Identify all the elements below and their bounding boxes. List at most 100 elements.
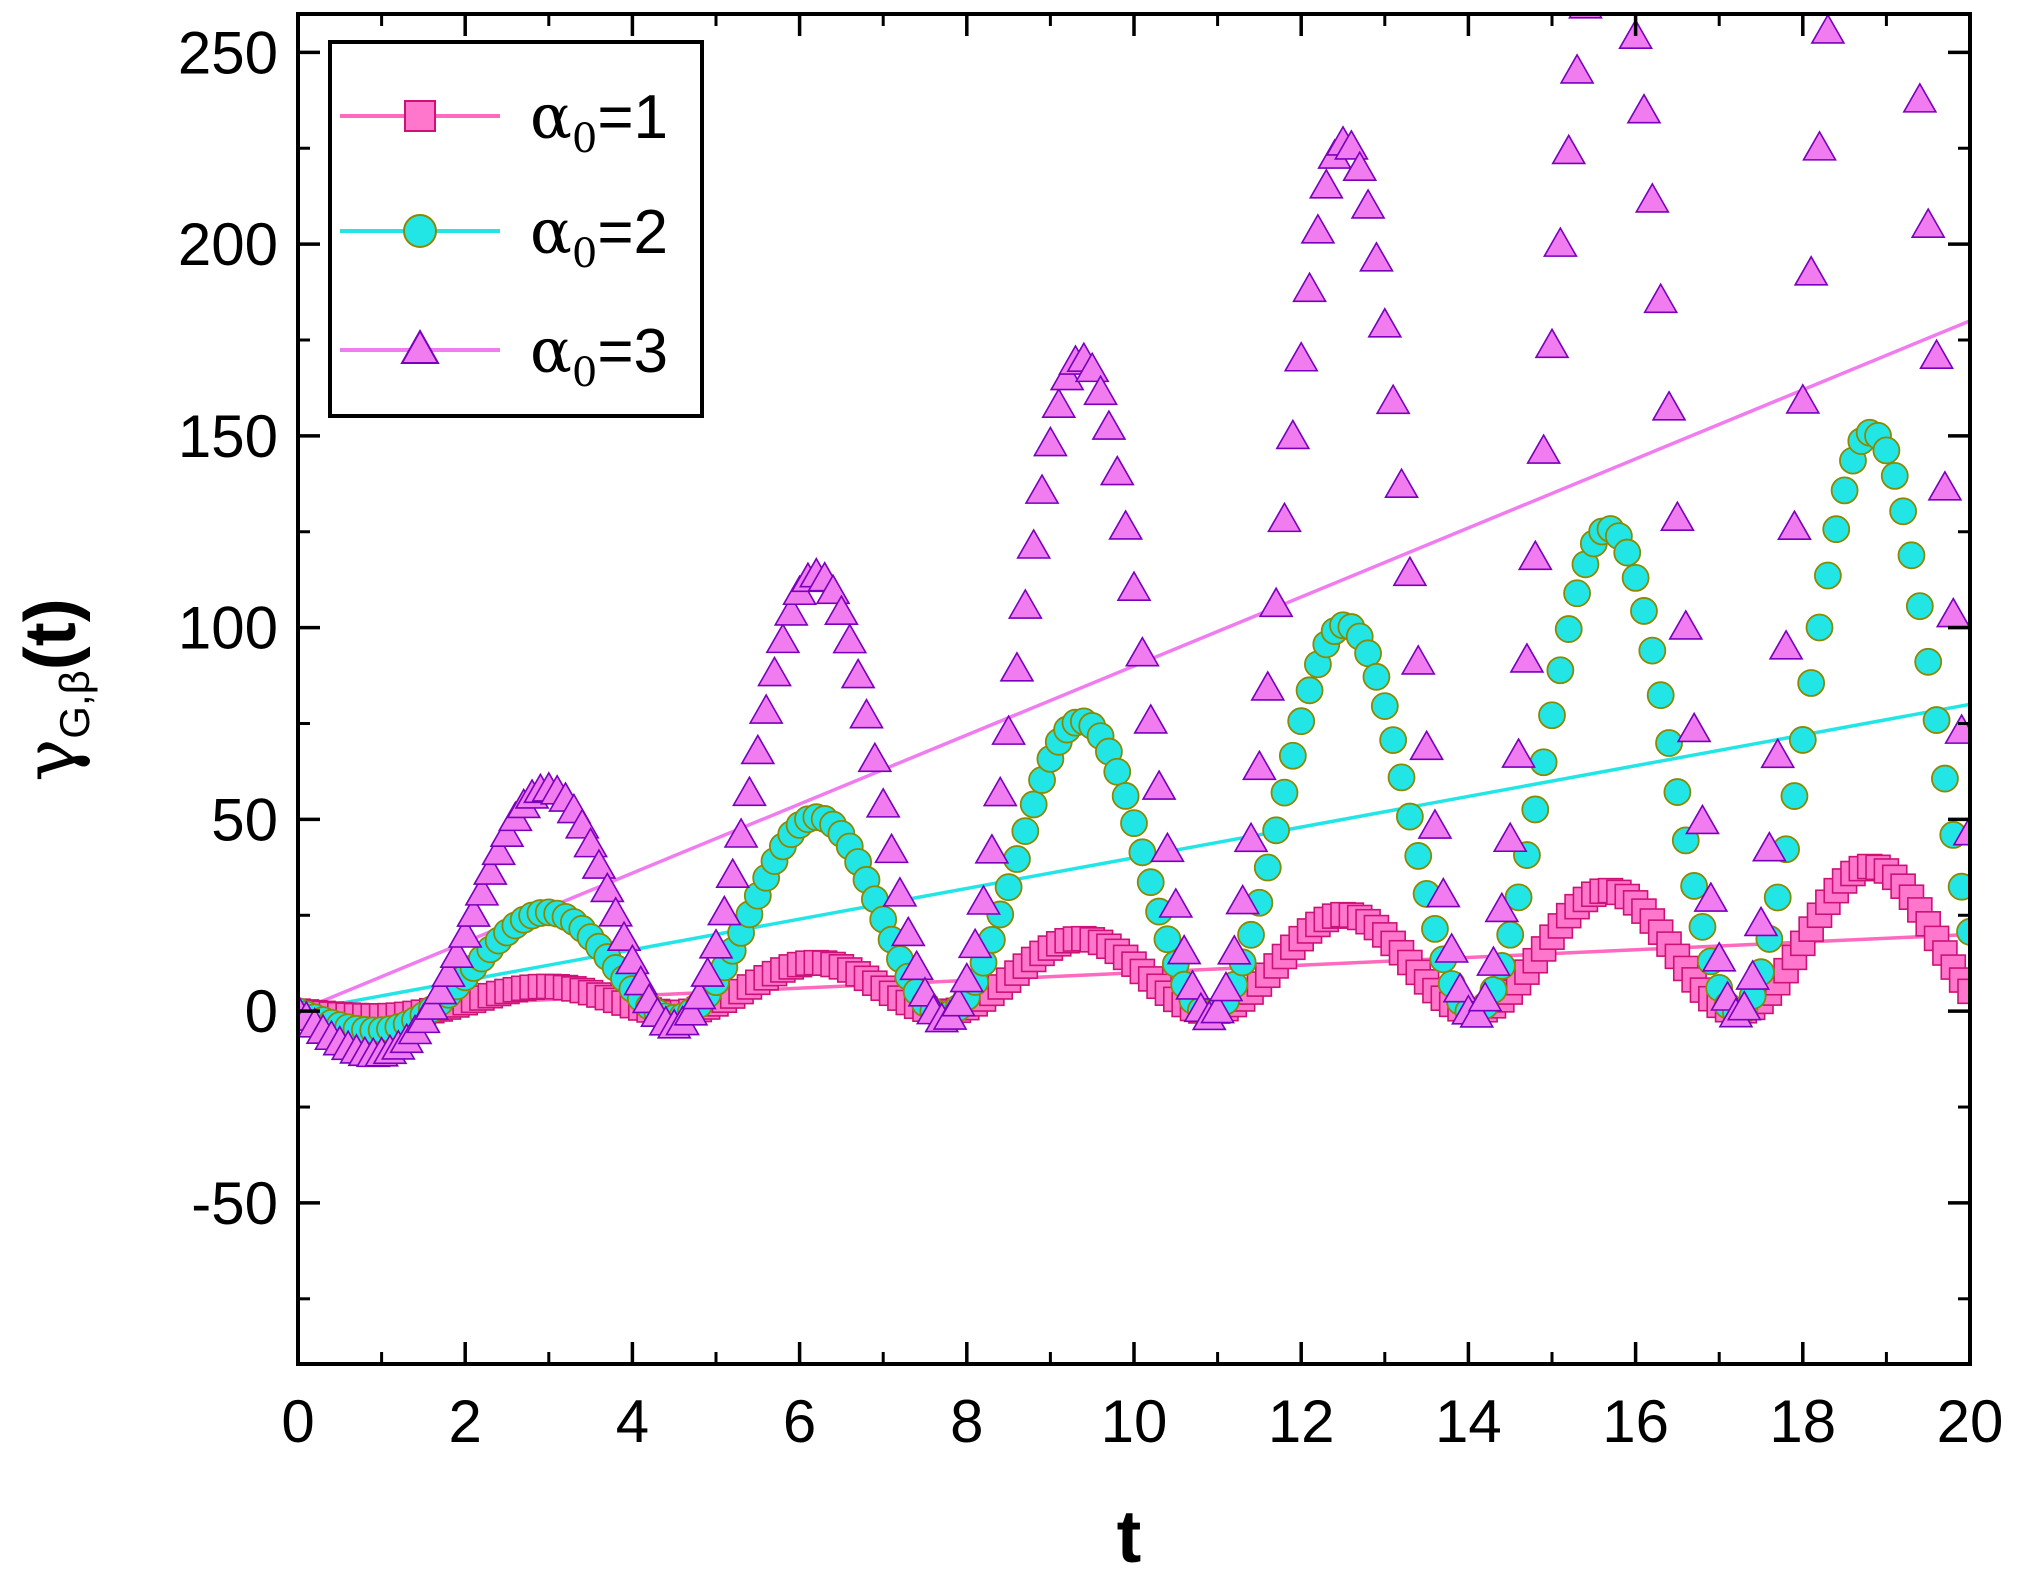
- data-point-triangle: [1501, 737, 1536, 768]
- data-point-triangle: [1660, 500, 1695, 532]
- data-point-circle: [1136, 868, 1165, 897]
- data-point-triangle: [464, 875, 500, 906]
- x-tick-label: 12: [1268, 1388, 1335, 1455]
- data-point-triangle: [1626, 93, 1662, 124]
- data-point-circle: [1128, 838, 1157, 867]
- data-point-triangle: [1777, 509, 1812, 540]
- data-point-triangle: [1701, 941, 1737, 972]
- data-point-circle: [1663, 778, 1692, 806]
- data-point-triangle: [824, 594, 859, 626]
- data-point-triangle: [447, 917, 483, 948]
- plot-area: [298, 14, 1970, 1068]
- data-point-triangle: [1634, 182, 1670, 213]
- data-point-circle: [1956, 917, 1970, 946]
- data-point-circle: [1931, 764, 1959, 793]
- legend-label-1: α0=1: [530, 80, 668, 162]
- data-point-triangle: [1141, 769, 1177, 800]
- data-point-triangle: [1760, 737, 1796, 769]
- data-point-circle: [1805, 613, 1834, 642]
- data-point-triangle: [681, 978, 717, 1010]
- data-point-triangle: [1492, 821, 1528, 853]
- y-tick-label: -50: [191, 1170, 278, 1237]
- data-point-triangle: [1024, 473, 1060, 504]
- legend: α0=1 α0=2 α0=3: [328, 40, 704, 418]
- data-point-circle: [1613, 538, 1642, 567]
- data-point-triangle: [1434, 932, 1470, 963]
- data-point-triangle: [1927, 470, 1963, 501]
- data-point-triangle: [673, 995, 709, 1026]
- data-point-triangle: [732, 775, 767, 807]
- data-point-triangle: [1116, 570, 1152, 601]
- data-point-triangle: [1935, 596, 1970, 628]
- data-point-circle: [1120, 809, 1148, 838]
- data-point-triangle: [1074, 351, 1110, 383]
- data-point-triangle: [1083, 374, 1118, 406]
- legend-label-3: α0=3: [530, 314, 668, 396]
- data-point-triangle: [1919, 338, 1954, 370]
- data-point-circle: [1788, 726, 1817, 754]
- data-point-triangle: [1166, 933, 1202, 965]
- data-point-circle: [1822, 515, 1851, 544]
- data-point-triangle: [1007, 588, 1043, 619]
- data-point-triangle: [1133, 703, 1169, 734]
- data-point-circle: [1538, 701, 1566, 730]
- data-point-circle: [1504, 883, 1533, 912]
- data-point-triangle: [1802, 130, 1837, 161]
- data-point-circle: [1153, 925, 1182, 954]
- data-point-triangle: [1551, 133, 1587, 165]
- y-axis-title: γG,β(t): [8, 598, 98, 781]
- data-point-circle: [1905, 592, 1934, 621]
- data-point-triangle: [1509, 642, 1545, 673]
- legend-item-3: α0=3: [340, 314, 668, 396]
- data-point-circle: [1262, 816, 1291, 845]
- x-tick-label: 6: [783, 1388, 816, 1455]
- data-point-triangle: [1768, 629, 1804, 660]
- data-point-triangle: [723, 817, 759, 848]
- legend-label-2: α0=2: [530, 195, 668, 277]
- x-tick-label: 4: [616, 1388, 649, 1455]
- data-point-triangle: [966, 884, 1001, 915]
- data-point-triangle: [832, 623, 868, 654]
- data-point-triangle: [1258, 586, 1294, 618]
- data-point-triangle: [1384, 467, 1419, 499]
- data-point-triangle: [581, 848, 617, 879]
- data-point-triangle: [1292, 271, 1327, 303]
- data-point-triangle: [1200, 992, 1235, 1024]
- data-point-triangle: [748, 693, 784, 724]
- data-point-triangle: [1225, 883, 1261, 915]
- data-point-circle: [1270, 778, 1299, 807]
- data-point-triangle: [1124, 636, 1160, 667]
- data-point-circle: [1655, 729, 1683, 757]
- y-axis-title-base: γ: [8, 739, 92, 782]
- data-point-triangle: [757, 655, 792, 687]
- data-point-circle: [1797, 669, 1826, 697]
- series-3-markers: [298, 14, 1970, 1068]
- data-point-circle: [1529, 748, 1558, 777]
- data-point-circle: [1922, 706, 1951, 734]
- data-point-triangle: [1459, 997, 1495, 1028]
- data-point-triangle: [1559, 53, 1595, 84]
- x-tick-label: 16: [1602, 1388, 1669, 1455]
- data-point-triangle: [874, 832, 909, 864]
- data-point-circle: [1780, 782, 1809, 810]
- data-point-circle: [1295, 676, 1324, 705]
- data-point-triangle: [439, 937, 475, 969]
- data-point-circle: [1680, 872, 1709, 900]
- y-axis-title-subscript: G,β: [51, 670, 98, 739]
- data-point-triangle: [1208, 970, 1244, 1002]
- data-point-triangle: [1785, 383, 1821, 414]
- data-point-triangle: [1308, 168, 1344, 199]
- data-point-triangle: [1275, 418, 1311, 450]
- data-point-circle: [1897, 541, 1926, 570]
- data-point-triangle: [1216, 934, 1252, 965]
- data-point-circle: [1011, 817, 1040, 845]
- data-point-triangle: [1952, 815, 1970, 846]
- data-point-circle: [1872, 436, 1901, 465]
- data-point-triangle: [698, 928, 734, 959]
- data-point-triangle: [982, 775, 1018, 807]
- legend-marker-square: [404, 100, 436, 132]
- data-point-triangle: [1099, 454, 1135, 486]
- data-point-triangle: [1484, 891, 1520, 923]
- data-point-triangle: [598, 896, 634, 927]
